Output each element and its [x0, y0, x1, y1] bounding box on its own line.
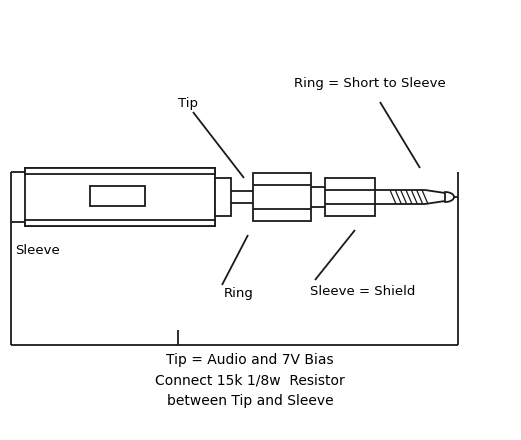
Bar	[90, 186, 145, 206]
Text: Tip = Audio and 7V Bias
Connect 15k 1/8w  Resistor
between Tip and Sleeve: Tip = Audio and 7V Bias Connect 15k 1/8w…	[155, 353, 345, 408]
Bar	[25, 168, 215, 174]
Bar	[215, 178, 231, 216]
Text: Ring = Short to Sleeve: Ring = Short to Sleeve	[294, 77, 446, 90]
Text: Sleeve: Sleeve	[15, 244, 60, 257]
Text: Ring: Ring	[224, 287, 254, 300]
Text: Tip: Tip	[178, 97, 198, 110]
Bar	[25, 220, 215, 226]
Bar	[325, 178, 375, 216]
Bar	[253, 173, 311, 221]
Bar	[25, 168, 215, 226]
Text: Sleeve = Shield: Sleeve = Shield	[310, 285, 415, 298]
